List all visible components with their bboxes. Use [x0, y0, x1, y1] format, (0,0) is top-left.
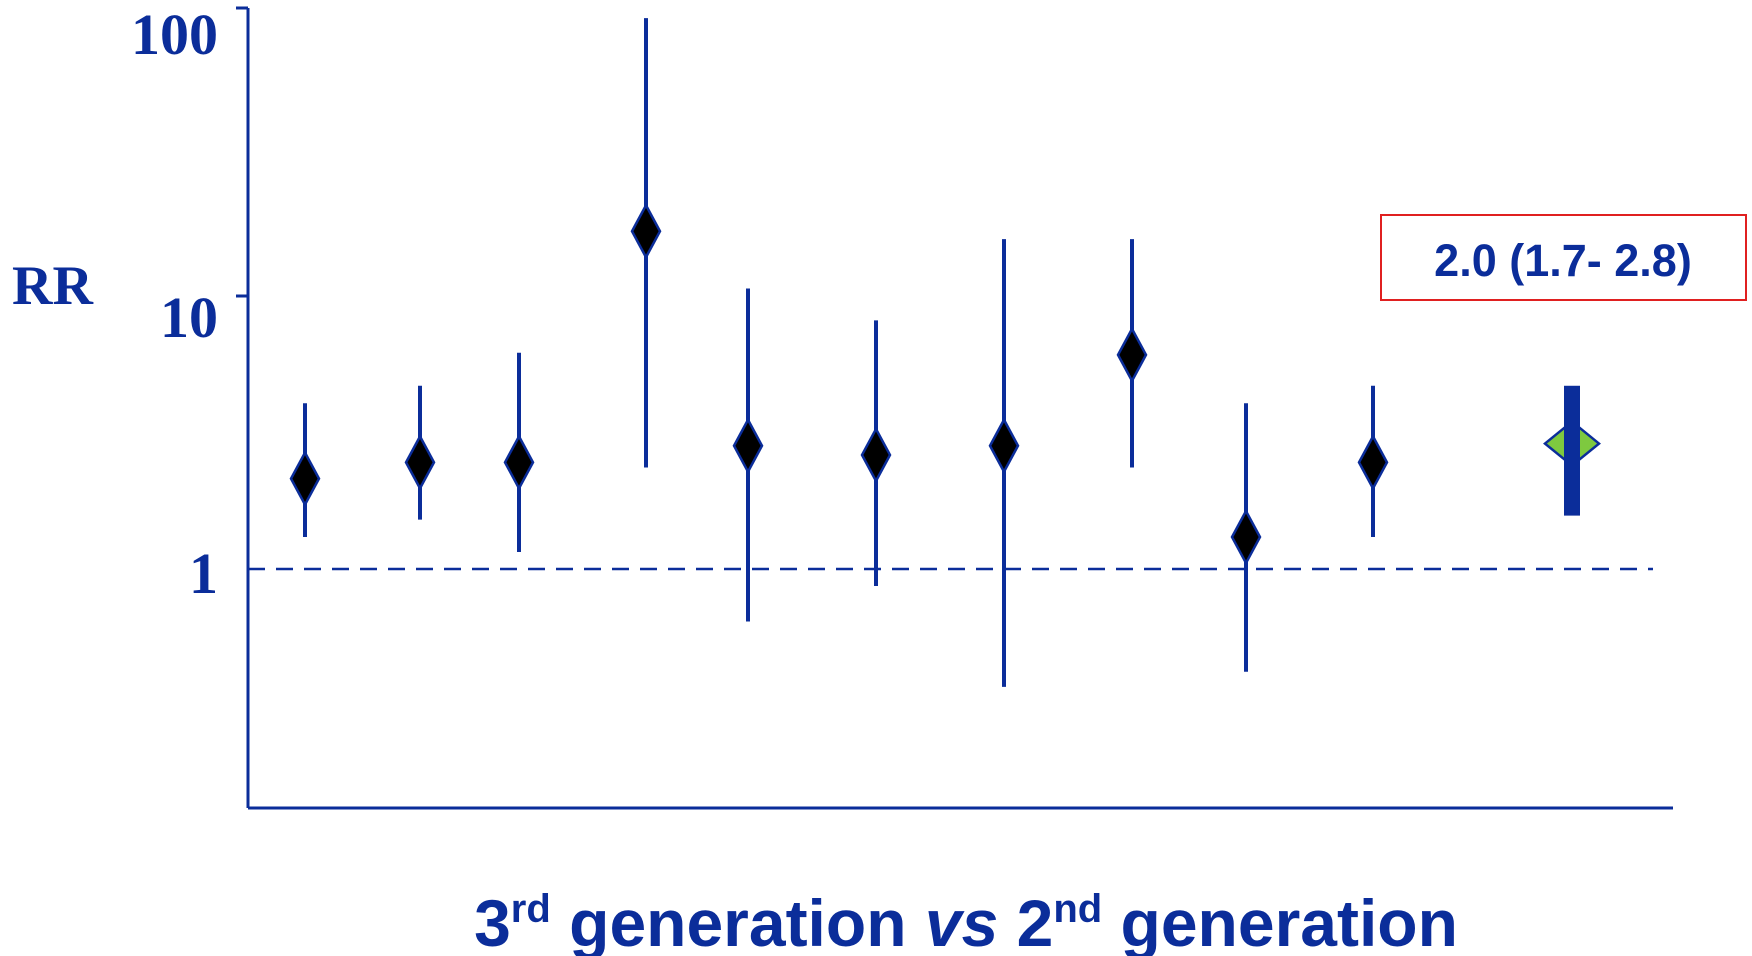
- point-estimate-9: [1230, 508, 1262, 566]
- y-tick-label-1: 1: [189, 541, 218, 606]
- point-estimate-10: [1357, 433, 1389, 491]
- y-axis-label: RR: [12, 255, 93, 317]
- point-estimate-4: [630, 202, 662, 260]
- point-estimate-7: [988, 417, 1020, 475]
- y-tick-label-10: 10: [160, 285, 218, 350]
- x-label-part2: generation: [551, 886, 925, 956]
- x-axis-label: 3rd generation vs 2nd generation: [474, 886, 1458, 956]
- point-estimate-8: [1116, 326, 1148, 384]
- x-label-part3-sup: nd: [1053, 887, 1102, 931]
- point-estimate-1: [289, 449, 321, 508]
- point-estimate-5: [732, 417, 764, 475]
- summary-label-box: [1380, 214, 1747, 301]
- summary-ci-bar: [1564, 385, 1580, 516]
- data-marks: [289, 18, 1601, 687]
- x-label-part3: 2: [998, 886, 1053, 956]
- x-label-part4: generation: [1102, 886, 1458, 956]
- summary-label: 2.0 (1.7- 2.8): [1434, 235, 1692, 286]
- point-estimate-3: [503, 433, 535, 491]
- x-label-part1-sup: rd: [511, 887, 551, 931]
- y-tick-label-100: 100: [131, 2, 218, 67]
- point-estimate-6: [860, 426, 892, 484]
- x-label-part1: 3: [474, 886, 511, 956]
- point-estimate-2: [404, 433, 436, 491]
- x-label-vs: vs: [925, 886, 998, 956]
